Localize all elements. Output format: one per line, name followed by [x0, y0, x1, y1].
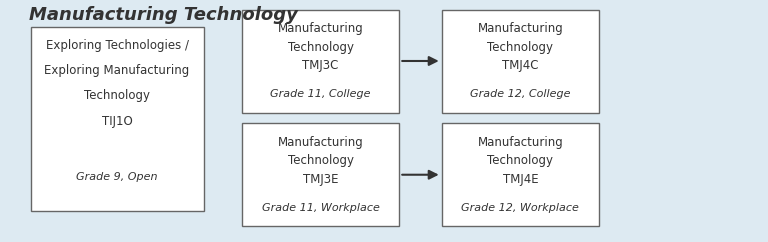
Text: TIJ1O: TIJ1O [101, 115, 133, 128]
Bar [442, 123, 599, 226]
Text: Grade 11, Workplace: Grade 11, Workplace [262, 203, 379, 213]
Text: Technology: Technology [84, 89, 150, 102]
Bar [442, 10, 599, 113]
Text: TMJ3E: TMJ3E [303, 173, 339, 186]
Text: TMJ3C: TMJ3C [303, 60, 339, 73]
Text: Technology: Technology [288, 154, 353, 167]
Text: Manufacturing: Manufacturing [478, 22, 563, 35]
Text: Exploring Manufacturing: Exploring Manufacturing [45, 64, 190, 77]
Text: Grade 12, College: Grade 12, College [470, 89, 571, 99]
Text: Grade 11, College: Grade 11, College [270, 89, 371, 99]
Text: Manufacturing: Manufacturing [278, 22, 363, 35]
Text: Technology: Technology [288, 41, 353, 54]
Text: Exploring Technologies /: Exploring Technologies / [45, 39, 189, 52]
Bar [31, 27, 204, 211]
Bar [242, 10, 399, 113]
Text: Manufacturing Technology: Manufacturing Technology [29, 6, 298, 24]
Text: Grade 12, Workplace: Grade 12, Workplace [462, 203, 579, 213]
Text: Manufacturing: Manufacturing [478, 136, 563, 149]
Text: Technology: Technology [488, 41, 553, 54]
Text: Grade 9, Open: Grade 9, Open [76, 173, 158, 182]
Text: TMJ4E: TMJ4E [502, 173, 538, 186]
Text: TMJ4C: TMJ4C [502, 60, 538, 73]
Bar [242, 123, 399, 226]
Text: Manufacturing: Manufacturing [278, 136, 363, 149]
Text: Technology: Technology [488, 154, 553, 167]
